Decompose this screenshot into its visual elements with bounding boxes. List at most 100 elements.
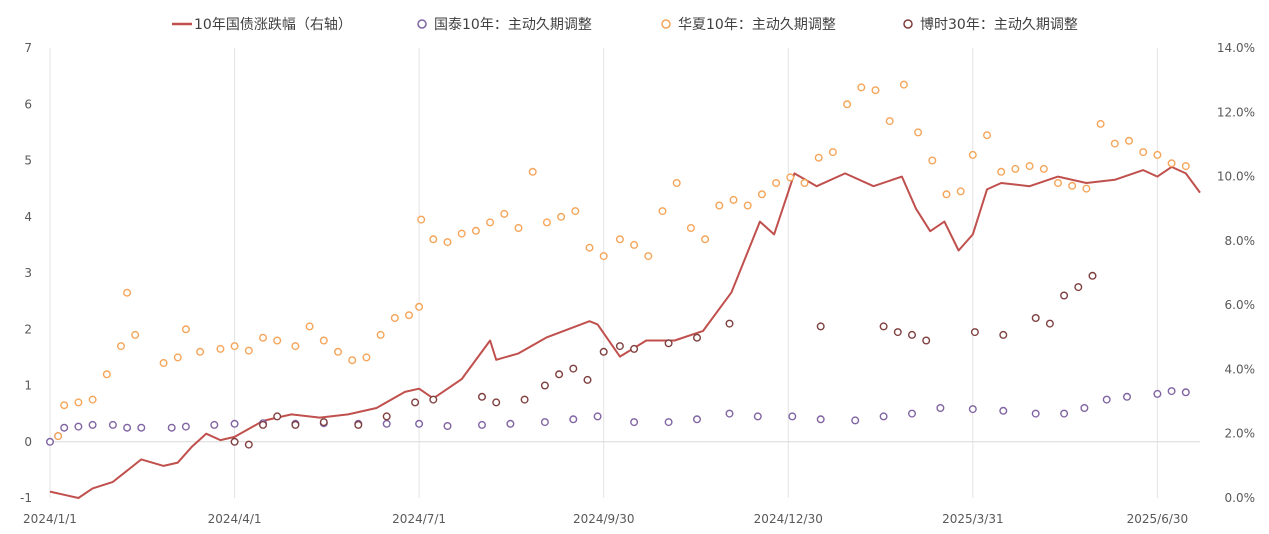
- scatter-point-2: [173, 353, 182, 362]
- scatter-point-2: [871, 86, 880, 95]
- scatter-point-2: [956, 187, 965, 196]
- y-axis-left: -1 0 1 2 3 4 5 6 7: [20, 41, 32, 505]
- legend-marker-circle: [903, 19, 913, 29]
- y-left-tick-label: 5: [24, 154, 32, 168]
- scatter-point-2: [885, 117, 894, 126]
- scatter-point-1: [1060, 409, 1069, 418]
- scatter-point-2: [1011, 164, 1020, 173]
- scatter-point-3: [583, 375, 592, 384]
- y-left-tick-label: 7: [24, 41, 32, 55]
- scatter-point-3: [615, 342, 624, 351]
- scatter-point-2: [571, 207, 580, 216]
- scatter-point-2: [60, 401, 69, 410]
- scatter-point-2: [786, 173, 795, 182]
- scatter-point-2: [715, 201, 724, 210]
- scatter-point-2: [54, 432, 63, 441]
- scatter-point-2: [1110, 139, 1119, 148]
- scatter-point-3: [291, 420, 300, 429]
- scatter-point-2: [1082, 184, 1091, 193]
- scatter-point-1: [753, 412, 762, 421]
- scatter-point-2: [857, 83, 866, 92]
- scatter-point-2: [1025, 162, 1034, 171]
- scatter-point-2: [1153, 150, 1162, 159]
- scatter-point-1: [999, 406, 1008, 415]
- scatter-point-2: [500, 209, 509, 218]
- scatter-point-2: [729, 195, 738, 204]
- scatter-point-3: [244, 440, 253, 449]
- scatter-point-1: [1080, 404, 1089, 413]
- scatter-point-2: [334, 347, 343, 356]
- scatter-point-2: [405, 311, 414, 320]
- scatter-point-2: [800, 178, 809, 187]
- scatter-point-2: [1139, 148, 1148, 157]
- scatter-point-2: [1068, 181, 1077, 190]
- scatter-point-1: [382, 419, 391, 428]
- scatter-point-1: [210, 420, 219, 429]
- scatter-point-3: [630, 344, 639, 353]
- scatter-point-2: [102, 370, 111, 379]
- scatter-point-2: [429, 235, 438, 244]
- scatter-point-2: [772, 178, 781, 187]
- scatter-point-3: [411, 398, 420, 407]
- scatter-point-2: [1096, 119, 1105, 128]
- scatter-point-1: [630, 418, 639, 427]
- scatter-point-2: [899, 80, 908, 89]
- scatter-point-2: [514, 223, 523, 232]
- scatter-point-1: [1102, 395, 1111, 404]
- y-right-tick-label: 12.0%: [1217, 105, 1255, 119]
- x-tick-label: 2024/7/1: [392, 512, 446, 526]
- scatter-point-3: [492, 398, 501, 407]
- scatter-point-3: [879, 322, 888, 331]
- scatter-point-2: [672, 178, 681, 187]
- scatter-point-3: [908, 330, 917, 339]
- x-tick-label: 2024/1/1: [23, 512, 77, 526]
- y-right-tick-label: 8.0%: [1225, 234, 1256, 248]
- scatter-point-3: [382, 412, 391, 421]
- scatter-point-2: [658, 207, 667, 216]
- scatter-point-3: [1074, 283, 1083, 292]
- scatter-point-3: [259, 420, 268, 429]
- scatter-point-2: [615, 235, 624, 244]
- scatter-point-3: [520, 395, 529, 404]
- scatter-point-1: [123, 423, 132, 432]
- scatter-point-2: [362, 353, 371, 362]
- scatter-point-1: [936, 404, 945, 413]
- scatter-point-2: [181, 325, 190, 334]
- y-right-tick-label: 6.0%: [1225, 298, 1256, 312]
- scatter-point-2: [983, 131, 992, 140]
- scatter-point-2: [968, 150, 977, 159]
- scatter-point-2: [348, 356, 357, 365]
- scatter-point-1: [569, 415, 578, 424]
- scatter-point-3: [569, 364, 578, 373]
- scatter-point-1: [478, 420, 487, 429]
- scatter-point-1: [540, 418, 549, 427]
- scatter-point-2: [686, 223, 695, 232]
- y-left-tick-label: 4: [24, 210, 32, 224]
- scatter-point-2: [319, 336, 328, 345]
- legend-marker-circle: [417, 19, 427, 29]
- y-right-tick-label: 10.0%: [1217, 170, 1255, 184]
- legend-label: 10年国债涨跌幅（右轴）: [194, 17, 352, 33]
- scatter-point-2: [814, 153, 823, 162]
- scatter-point-3: [725, 319, 734, 328]
- y-axis-right: 0.0% 2.0% 4.0% 6.0% 8.0% 10.0% 12.0% 14.0%: [1217, 41, 1255, 505]
- scatter-point-2: [1124, 136, 1133, 145]
- scatter-point-1: [968, 405, 977, 414]
- scatter-point-3: [922, 336, 931, 345]
- scatter-point-2: [585, 243, 594, 252]
- scatter-point-2: [417, 215, 426, 224]
- scatter-point-1: [693, 415, 702, 424]
- scatter-point-2: [599, 252, 608, 261]
- scatter-point-3: [478, 392, 487, 401]
- scatter-point-2: [542, 218, 551, 227]
- scatter-point-3: [273, 412, 282, 421]
- scatter-point-2: [390, 314, 399, 323]
- scatter-point-3: [816, 322, 825, 331]
- scatter-point-2: [259, 333, 268, 342]
- scatter-point-2: [443, 238, 452, 247]
- y-left-tick-label: 3: [24, 266, 32, 280]
- grid-lines: [49, 48, 1200, 498]
- scatter-point-2: [1181, 162, 1190, 171]
- scatter-point-1: [167, 423, 176, 432]
